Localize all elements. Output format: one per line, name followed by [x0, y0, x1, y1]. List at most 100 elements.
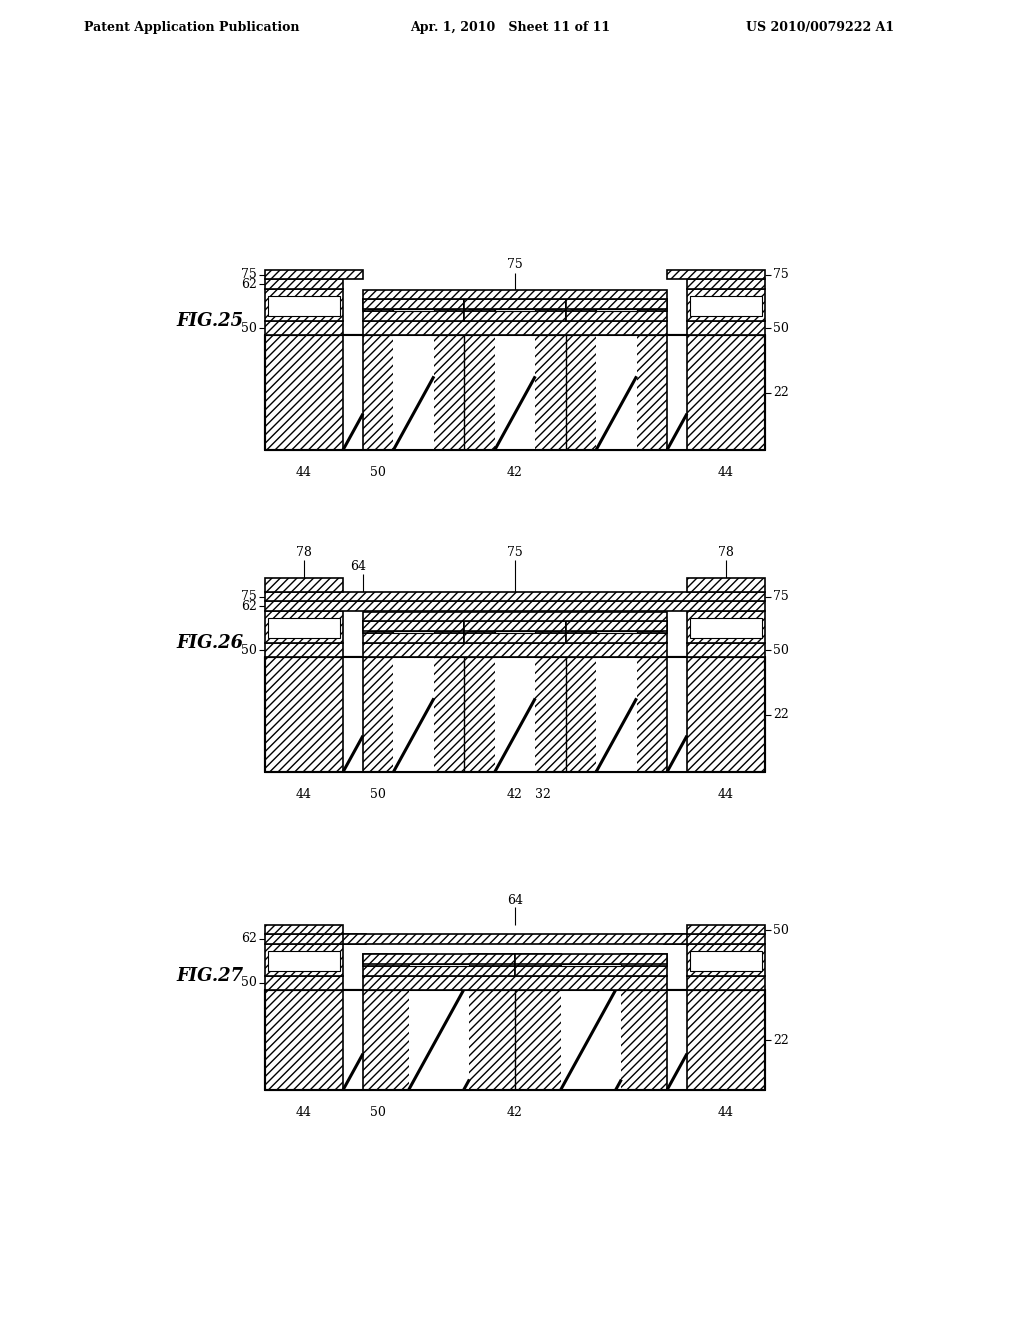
Text: 42: 42 [507, 1106, 523, 1118]
Text: FIG.26: FIG.26 [176, 634, 244, 652]
Bar [362, 643, 667, 657]
Bar [687, 975, 765, 990]
Text: 44: 44 [296, 1106, 312, 1118]
Bar [362, 966, 515, 975]
Bar [362, 620, 464, 631]
Bar [495, 657, 536, 772]
Bar [362, 321, 667, 335]
Bar [536, 620, 565, 634]
Bar [362, 620, 393, 634]
Bar [393, 631, 434, 634]
Bar [464, 300, 495, 312]
Text: 50: 50 [241, 977, 257, 990]
Text: FIG.27: FIG.27 [176, 968, 244, 985]
Bar [265, 925, 343, 935]
Text: 75: 75 [507, 546, 523, 560]
Bar [596, 335, 637, 450]
Bar [362, 312, 464, 321]
Bar [565, 620, 667, 631]
Bar [687, 944, 765, 975]
Bar [343, 657, 362, 772]
Text: 62: 62 [241, 277, 257, 290]
Bar [687, 643, 765, 657]
Bar [393, 657, 434, 772]
Text: 75: 75 [507, 259, 523, 272]
Bar [362, 975, 667, 990]
Bar [265, 335, 765, 450]
Text: 75: 75 [773, 590, 788, 603]
Bar [362, 954, 409, 966]
Text: 44: 44 [718, 466, 734, 479]
Text: 22: 22 [773, 387, 788, 400]
Bar [464, 620, 495, 634]
Text: 50: 50 [370, 1106, 386, 1118]
Bar [265, 321, 343, 335]
Bar [667, 271, 765, 279]
Bar [667, 990, 687, 1090]
Bar [265, 611, 343, 643]
Bar [565, 620, 596, 634]
Bar [622, 954, 667, 966]
Bar [265, 271, 362, 279]
Bar [667, 657, 687, 772]
Text: 44: 44 [718, 1106, 734, 1118]
Bar [687, 321, 765, 335]
Bar [409, 990, 469, 1090]
Bar [434, 620, 464, 634]
Text: 44: 44 [296, 466, 312, 479]
Bar [265, 578, 343, 591]
Text: Apr. 1, 2010   Sheet 11 of 11: Apr. 1, 2010 Sheet 11 of 11 [410, 21, 610, 34]
Text: 50: 50 [370, 788, 386, 800]
Text: 44: 44 [296, 788, 312, 800]
Text: 50: 50 [773, 644, 788, 656]
Bar [343, 335, 362, 450]
Bar [409, 964, 469, 966]
Text: 22: 22 [773, 1034, 788, 1047]
Bar [596, 657, 637, 772]
Bar [265, 657, 765, 772]
Bar [464, 312, 565, 321]
Text: 22: 22 [773, 709, 788, 722]
Bar [265, 601, 765, 611]
Text: 50: 50 [773, 924, 788, 936]
Text: 75: 75 [773, 268, 788, 281]
Bar [434, 300, 464, 312]
Bar [393, 309, 434, 312]
Bar [362, 634, 464, 643]
Text: Patent Application Publication: Patent Application Publication [84, 21, 300, 34]
Bar [268, 950, 340, 972]
Bar [362, 290, 667, 300]
Bar [596, 631, 637, 634]
Bar [265, 944, 343, 975]
Text: US 2010/0079222 A1: US 2010/0079222 A1 [745, 21, 894, 34]
Text: 50: 50 [241, 644, 257, 656]
Text: 50: 50 [773, 322, 788, 334]
Text: FIG.25: FIG.25 [176, 312, 244, 330]
Text: 64: 64 [507, 894, 523, 907]
Text: 50: 50 [370, 466, 386, 479]
Bar [515, 954, 667, 964]
Bar [265, 990, 765, 1090]
Bar [560, 964, 622, 966]
Bar [565, 634, 667, 643]
Bar [265, 643, 343, 657]
Bar [690, 950, 762, 972]
Bar [690, 618, 762, 638]
Bar [362, 300, 464, 309]
Bar [265, 935, 366, 944]
Bar [637, 300, 667, 312]
Bar [515, 954, 560, 966]
Text: 42: 42 [507, 788, 523, 800]
Text: 75: 75 [242, 590, 257, 603]
Bar [565, 300, 667, 309]
Text: 62: 62 [241, 932, 257, 945]
Bar [560, 990, 622, 1090]
Bar [664, 935, 765, 944]
Text: 62: 62 [241, 599, 257, 612]
Bar [362, 954, 515, 964]
Bar [464, 620, 565, 631]
Bar [265, 279, 343, 289]
Text: 42: 42 [507, 466, 523, 479]
Bar [268, 618, 340, 638]
Bar [687, 611, 765, 643]
